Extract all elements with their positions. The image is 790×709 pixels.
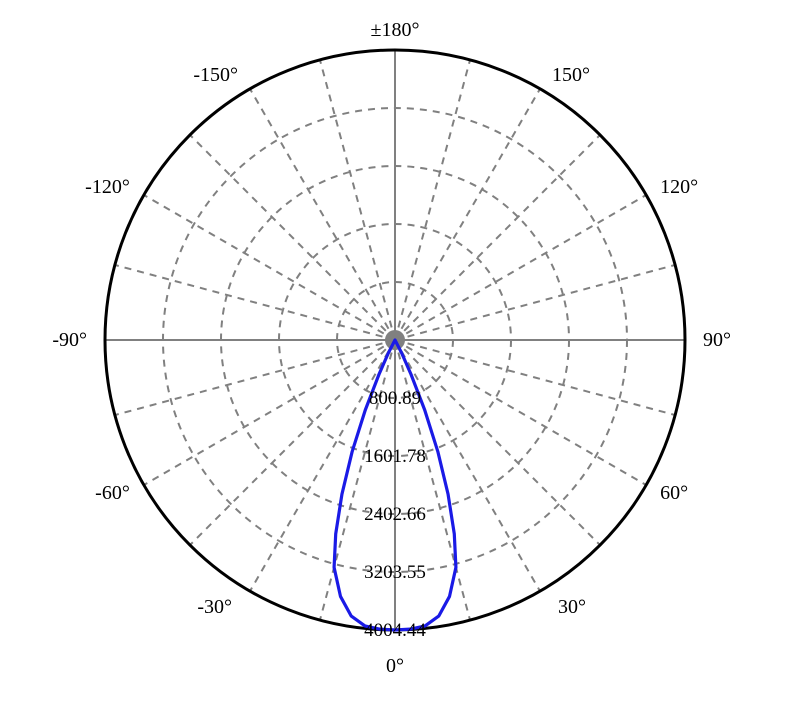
radial-tick-label: 2402.66	[364, 504, 426, 525]
angle-label: 0°	[386, 655, 404, 677]
angle-label: 150°	[552, 64, 590, 86]
angle-label: 60°	[660, 482, 688, 504]
angle-label: 90°	[703, 329, 731, 351]
radial-tick-label: 1601.78	[364, 446, 426, 467]
angle-label: -30°	[197, 596, 232, 618]
angle-label: 120°	[660, 176, 698, 198]
angle-label: 30°	[558, 596, 586, 618]
radial-tick-label: 800.89	[369, 388, 421, 409]
radial-tick-label: 3203.55	[364, 562, 426, 583]
angle-label: -150°	[193, 64, 238, 86]
angle-label: -60°	[95, 482, 130, 504]
polar-svg: 800.89 1601.78 2402.66 3203.55 4004.44 0° 30° 6…	[0, 0, 790, 709]
polar-chart: 800.89 1601.78 2402.66 3203.55 4004.44 0° 30° 6…	[0, 0, 790, 709]
angle-label: ±180°	[371, 19, 420, 41]
angle-label: -120°	[85, 176, 130, 198]
radial-tick-label: 4004.44	[364, 620, 426, 641]
angle-label: -90°	[52, 329, 87, 351]
